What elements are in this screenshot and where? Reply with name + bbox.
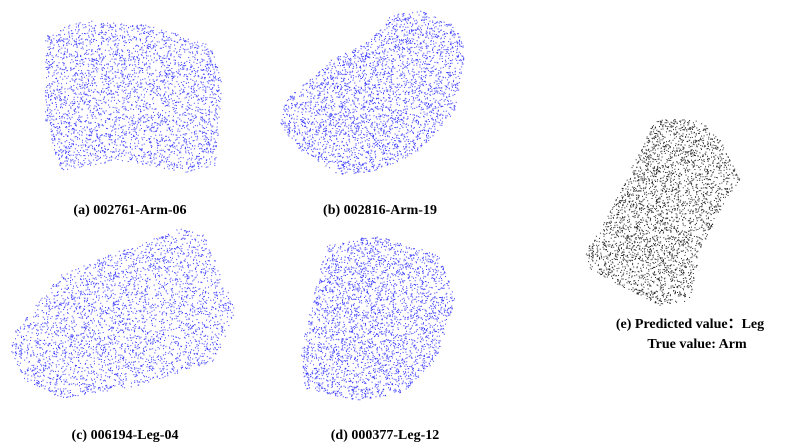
panel-caption: (b) 002816-Arm-19 xyxy=(323,203,437,218)
panel-caption: (c) 006194-Leg-04 xyxy=(72,428,179,443)
background xyxy=(0,0,808,448)
figure: (a) 002761-Arm-06 (b) 002816-Arm-19 (c) 00… xyxy=(0,0,808,448)
panel-caption: (e) Predicted value：Leg xyxy=(616,317,764,332)
panel-caption: True value: Arm xyxy=(647,337,747,352)
page: (a) 002761-Arm-06 (b) 002816-Arm-19 (c) 00… xyxy=(0,0,808,448)
panel-caption: (d) 000377-Leg-12 xyxy=(331,428,440,443)
panel-caption: (a) 002761-Arm-06 xyxy=(73,203,186,218)
